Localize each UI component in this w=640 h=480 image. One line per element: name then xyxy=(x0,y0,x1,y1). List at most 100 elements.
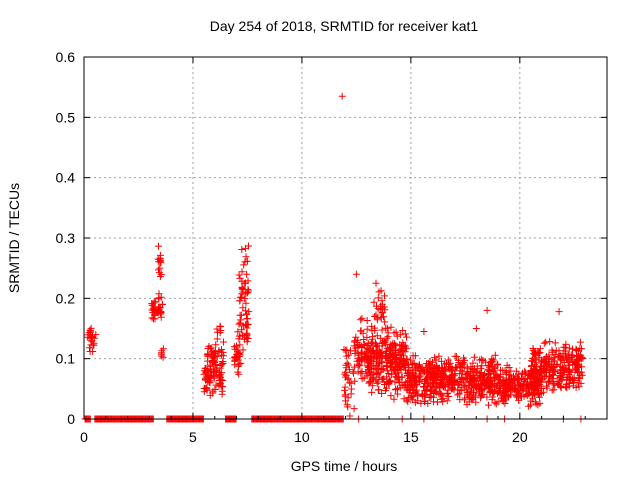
data-point xyxy=(458,359,466,367)
data-point xyxy=(420,377,428,385)
data-point xyxy=(374,294,382,302)
data-point xyxy=(519,385,527,393)
data-point xyxy=(92,331,100,339)
data-point xyxy=(368,335,376,343)
data-point xyxy=(242,253,250,261)
data-point xyxy=(387,364,395,372)
data-point xyxy=(357,369,365,377)
data-point xyxy=(415,378,423,386)
data-point xyxy=(426,363,434,371)
data-point xyxy=(501,367,509,375)
data-point xyxy=(401,348,409,356)
data-point xyxy=(527,367,535,375)
data-point xyxy=(545,377,553,385)
data-point xyxy=(447,367,455,375)
data-point xyxy=(241,295,249,303)
data-point xyxy=(383,367,391,375)
data-point xyxy=(372,362,380,370)
data-point xyxy=(406,356,414,364)
data-point xyxy=(157,293,165,301)
data-point xyxy=(551,351,559,359)
data-point xyxy=(384,356,392,364)
data-point xyxy=(550,371,558,379)
data-point xyxy=(554,381,562,388)
data-point xyxy=(468,365,476,373)
data-point xyxy=(377,314,385,322)
data-point xyxy=(354,336,362,344)
data-point xyxy=(87,341,95,349)
data-point xyxy=(456,396,464,404)
data-point xyxy=(488,357,496,365)
data-point xyxy=(148,301,156,309)
data-point xyxy=(243,315,251,323)
data-point xyxy=(212,341,220,349)
data-point xyxy=(573,356,581,364)
data-point xyxy=(564,358,572,366)
data-point xyxy=(88,333,96,341)
data-point xyxy=(343,346,351,354)
data-point xyxy=(341,370,349,378)
data-point xyxy=(494,398,502,406)
outlier-data-point xyxy=(352,270,360,278)
data-point xyxy=(386,377,394,385)
data-point xyxy=(238,246,246,253)
y-tick-label: 0.6 xyxy=(56,49,76,65)
data-point xyxy=(204,351,212,358)
data-point xyxy=(218,390,226,398)
data-point xyxy=(451,370,458,378)
data-point xyxy=(456,386,464,394)
data-point xyxy=(244,277,252,285)
data-point xyxy=(443,390,451,398)
data-point xyxy=(547,363,555,370)
data-point xyxy=(520,392,528,400)
data-point xyxy=(236,311,244,319)
data-point xyxy=(498,394,505,402)
data-point xyxy=(463,370,471,378)
data-point xyxy=(235,271,243,279)
data-point xyxy=(233,350,240,358)
data-point xyxy=(213,335,221,343)
data-point xyxy=(399,327,407,334)
data-point xyxy=(507,379,515,387)
data-point xyxy=(372,339,379,347)
y-tick-label: 0.4 xyxy=(56,170,76,186)
data-point xyxy=(420,383,427,391)
data-point xyxy=(242,299,250,307)
data-point xyxy=(157,350,165,358)
data-point xyxy=(201,364,209,372)
data-point xyxy=(404,379,412,387)
data-point xyxy=(370,371,378,379)
data-point xyxy=(486,387,494,395)
data-point xyxy=(393,356,400,363)
data-point xyxy=(370,298,378,306)
data-point xyxy=(357,327,365,335)
data-point xyxy=(381,318,389,326)
y-tick-label: 0.2 xyxy=(56,290,76,306)
data-point xyxy=(382,324,390,332)
data-point xyxy=(368,382,376,390)
data-point xyxy=(238,277,246,285)
data-point xyxy=(515,389,522,397)
data-point xyxy=(350,363,358,371)
data-point xyxy=(490,389,498,397)
data-point xyxy=(539,388,547,396)
data-point xyxy=(410,376,418,384)
data-point xyxy=(242,307,250,315)
data-point xyxy=(155,242,162,250)
data-point xyxy=(477,364,485,372)
data-point xyxy=(448,385,455,393)
data-point xyxy=(449,378,457,386)
outlier-data-point xyxy=(342,397,349,405)
data-point xyxy=(363,325,371,333)
data-point xyxy=(377,287,385,295)
x-tick-label: 0 xyxy=(80,429,88,445)
data-point xyxy=(508,375,516,383)
data-point xyxy=(378,357,386,365)
data-point xyxy=(373,316,381,324)
data-point xyxy=(454,356,462,364)
data-point xyxy=(350,342,358,350)
data-point xyxy=(365,366,373,374)
data-point xyxy=(357,355,365,363)
data-point xyxy=(236,341,244,349)
data-point xyxy=(380,375,388,383)
